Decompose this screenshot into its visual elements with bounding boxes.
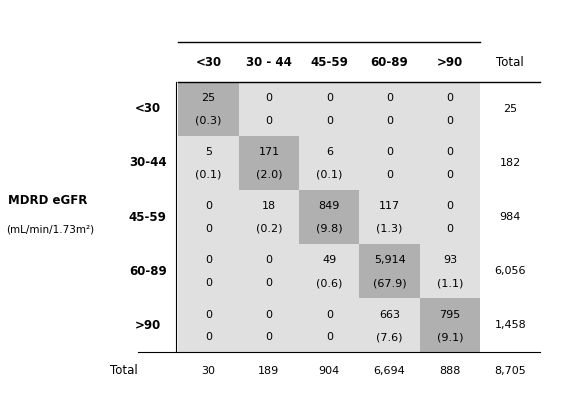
Text: 45-59: 45-59 <box>310 56 348 69</box>
Text: <30: <30 <box>195 56 221 69</box>
Text: Total: Total <box>110 364 137 377</box>
Text: (0.1): (0.1) <box>316 170 342 180</box>
Text: MDRD eGFR: MDRD eGFR <box>8 194 87 208</box>
Text: 0: 0 <box>266 116 272 126</box>
Text: 0: 0 <box>326 309 333 320</box>
Text: 0: 0 <box>205 278 212 288</box>
Text: (2.0): (2.0) <box>256 170 282 180</box>
Text: 1,458: 1,458 <box>494 320 526 330</box>
Text: 0: 0 <box>386 93 393 103</box>
Text: 0: 0 <box>446 224 454 234</box>
Text: 0: 0 <box>446 170 454 180</box>
Text: 117: 117 <box>379 201 400 211</box>
Text: (0.3): (0.3) <box>195 116 222 126</box>
Text: (mL/min/1.73m²): (mL/min/1.73m²) <box>6 224 94 234</box>
Text: 6,694: 6,694 <box>373 366 406 375</box>
Text: 0: 0 <box>326 93 333 103</box>
Text: 0: 0 <box>326 116 333 126</box>
Text: 0: 0 <box>266 332 272 342</box>
Text: 0: 0 <box>266 255 272 265</box>
Text: (7.6): (7.6) <box>376 332 403 342</box>
Text: >90: >90 <box>134 319 161 332</box>
Text: (0.2): (0.2) <box>256 224 282 234</box>
Text: >90: >90 <box>437 56 463 69</box>
Text: 5: 5 <box>205 147 212 157</box>
Text: 663: 663 <box>379 309 400 320</box>
Text: 849: 849 <box>319 201 340 211</box>
Bar <box>239 136 299 190</box>
Text: (9.8): (9.8) <box>316 224 342 234</box>
Text: 30: 30 <box>202 366 216 375</box>
Text: (9.1): (9.1) <box>437 332 463 342</box>
Text: 5,914: 5,914 <box>373 255 406 265</box>
Text: 0: 0 <box>205 255 212 265</box>
Text: 0: 0 <box>205 224 212 234</box>
Text: 60-89: 60-89 <box>129 265 167 278</box>
Text: (0.6): (0.6) <box>316 278 342 288</box>
Text: (67.9): (67.9) <box>373 278 406 288</box>
Text: 0: 0 <box>446 147 454 157</box>
Bar <box>179 82 480 352</box>
Text: <30: <30 <box>134 102 161 115</box>
Text: 30 - 44: 30 - 44 <box>246 56 292 69</box>
Text: 45-59: 45-59 <box>129 210 167 223</box>
Text: 888: 888 <box>439 366 460 375</box>
Text: 795: 795 <box>440 309 460 320</box>
Text: 93: 93 <box>443 255 457 265</box>
Text: 0: 0 <box>205 309 212 320</box>
Text: 25: 25 <box>202 93 216 103</box>
Text: 0: 0 <box>205 201 212 211</box>
Text: 18: 18 <box>262 201 276 211</box>
Text: 0: 0 <box>386 147 393 157</box>
Text: Total: Total <box>497 56 524 69</box>
Text: 189: 189 <box>258 366 280 375</box>
Bar <box>420 298 480 352</box>
Text: 8,705: 8,705 <box>494 366 526 375</box>
Text: 6: 6 <box>326 147 333 157</box>
Text: (1.3): (1.3) <box>376 224 403 234</box>
Text: (1.1): (1.1) <box>437 278 463 288</box>
Text: 0: 0 <box>266 309 272 320</box>
Text: 0: 0 <box>326 332 333 342</box>
Text: 0: 0 <box>205 332 212 342</box>
Text: 0: 0 <box>386 170 393 180</box>
Bar <box>359 244 420 298</box>
Text: 60-89: 60-89 <box>371 56 408 69</box>
Text: 984: 984 <box>499 212 521 222</box>
Text: 0: 0 <box>446 116 454 126</box>
Text: 30-44: 30-44 <box>129 156 167 169</box>
Text: 0: 0 <box>266 93 272 103</box>
Text: 0: 0 <box>446 201 454 211</box>
Text: 0: 0 <box>446 93 454 103</box>
Bar <box>179 82 239 136</box>
Bar <box>299 190 359 244</box>
Text: 171: 171 <box>258 147 280 157</box>
Text: 25: 25 <box>503 104 518 114</box>
Text: (0.1): (0.1) <box>195 170 222 180</box>
Text: 49: 49 <box>322 255 336 265</box>
Text: 6,056: 6,056 <box>494 266 526 276</box>
Text: 182: 182 <box>499 158 521 168</box>
Text: 904: 904 <box>319 366 340 375</box>
Text: 0: 0 <box>266 278 272 288</box>
Text: 0: 0 <box>386 116 393 126</box>
